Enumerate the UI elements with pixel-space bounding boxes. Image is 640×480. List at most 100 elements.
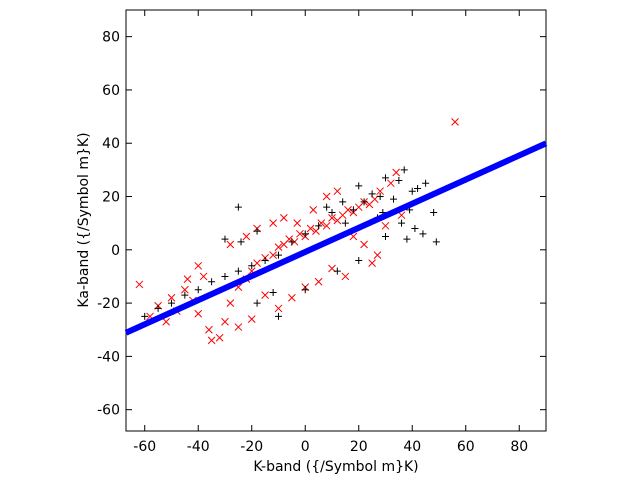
data-point-x xyxy=(306,224,315,233)
data-point-x xyxy=(341,272,350,281)
data-point-x xyxy=(373,251,382,259)
data-point-x xyxy=(296,229,304,238)
y-tick-label: -40 xyxy=(97,349,120,365)
data-point-plus xyxy=(167,299,175,307)
data-point-x xyxy=(309,205,318,214)
data-point-x xyxy=(261,291,269,299)
data-point-x xyxy=(333,187,342,196)
data-point-x xyxy=(162,317,170,326)
x-tick-label: 0 xyxy=(301,439,310,455)
data-point-plus xyxy=(419,230,427,238)
data-point-plus xyxy=(315,222,323,230)
data-point-x xyxy=(234,323,243,331)
data-point-plus xyxy=(274,312,282,320)
data-point-plus xyxy=(288,238,296,246)
data-point-x xyxy=(314,277,323,286)
series-x-points xyxy=(135,118,459,345)
data-point-plus xyxy=(328,209,336,217)
data-point-x xyxy=(293,219,302,228)
data-point-plus xyxy=(390,195,398,203)
data-point-x xyxy=(226,299,235,307)
data-point-x xyxy=(167,293,176,302)
data-point-plus xyxy=(261,256,269,264)
data-point-plus xyxy=(414,185,422,193)
data-point-x xyxy=(194,309,203,318)
data-point-x xyxy=(242,232,251,241)
data-point-plus xyxy=(269,288,277,296)
data-point-x xyxy=(183,275,192,283)
data-point-x xyxy=(226,240,235,249)
x-axis-label: K-band ({/Symbol m}K) xyxy=(253,459,418,475)
data-point-x xyxy=(247,315,256,323)
data-point-plus xyxy=(430,209,438,217)
data-point-plus xyxy=(360,198,368,206)
data-point-x xyxy=(328,213,336,222)
data-point-plus xyxy=(355,182,363,190)
data-point-plus xyxy=(181,291,189,299)
data-point-plus xyxy=(194,286,202,294)
y-tick-label: 60 xyxy=(102,83,120,99)
data-point-x xyxy=(322,192,331,201)
data-point-x xyxy=(274,243,283,251)
y-tick-label: -20 xyxy=(97,296,120,312)
data-point-plus xyxy=(376,193,384,201)
data-point-plus xyxy=(411,224,419,232)
plot-frame xyxy=(125,9,547,432)
data-point-plus xyxy=(403,235,411,243)
data-point-plus xyxy=(381,174,389,182)
data-point-x xyxy=(322,221,331,230)
data-point-x xyxy=(386,179,395,188)
data-point-plus xyxy=(381,232,389,240)
x-tick-label: 60 xyxy=(457,439,475,455)
data-point-x xyxy=(215,333,224,342)
data-point-plus xyxy=(301,286,309,294)
data-point-plus xyxy=(234,267,242,275)
data-point-plus xyxy=(408,187,416,195)
data-point-plus xyxy=(400,166,408,174)
data-point-x xyxy=(221,317,229,326)
data-point-x xyxy=(451,118,459,126)
data-point-plus xyxy=(422,179,430,187)
data-point-plus xyxy=(141,312,149,320)
y-tick-label: -60 xyxy=(97,403,120,419)
data-point-plus xyxy=(208,278,216,286)
y-tick-label: 80 xyxy=(102,30,120,46)
x-tick-label: 80 xyxy=(510,439,528,455)
data-point-plus xyxy=(395,177,403,185)
data-point-plus xyxy=(323,203,331,211)
data-point-plus xyxy=(355,256,363,264)
data-point-plus xyxy=(333,267,341,275)
data-point-x xyxy=(207,336,216,345)
data-point-plus xyxy=(432,238,440,246)
data-point-plus xyxy=(248,262,256,270)
data-point-x xyxy=(344,205,352,214)
x-tick-label: -20 xyxy=(240,439,263,455)
axis-ticks xyxy=(126,10,546,431)
data-point-x xyxy=(194,261,203,270)
data-point-plus xyxy=(274,251,282,259)
data-point-plus xyxy=(349,206,357,214)
data-point-plus xyxy=(221,272,229,280)
y-tick-label: 0 xyxy=(111,243,120,259)
data-point-plus xyxy=(154,304,162,312)
fit-line xyxy=(124,140,548,336)
x-tick-label: 40 xyxy=(403,439,421,455)
data-point-x xyxy=(368,259,376,267)
data-point-plus xyxy=(368,190,376,198)
data-point-plus xyxy=(341,219,349,227)
data-point-x xyxy=(205,325,213,334)
data-point-x xyxy=(181,285,189,294)
data-point-x xyxy=(199,272,208,281)
axis-tick-labels: -60 -40 -20 0 20 40 60 80 -60 -40 -20 0 20 40 60 80 xyxy=(97,30,528,455)
data-point-x xyxy=(279,213,288,222)
data-point-x xyxy=(392,168,401,177)
y-axis-label: Ka-band ({/Symbol m}K) xyxy=(76,132,92,307)
data-point-plus xyxy=(234,203,242,211)
data-point-x xyxy=(269,251,277,259)
data-point-plus xyxy=(398,219,406,227)
y-tick-label: 20 xyxy=(102,190,120,206)
data-point-x xyxy=(376,187,384,196)
data-point-x xyxy=(269,219,277,228)
data-point-plus xyxy=(221,235,229,243)
